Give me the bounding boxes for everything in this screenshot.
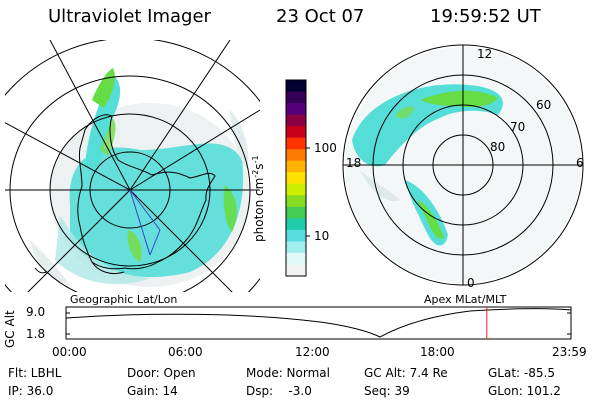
colorbar-tick-10: 10: [314, 229, 330, 243]
status-dsp: Dsp: -3.0: [246, 384, 312, 398]
xtick-0600: 06:00: [168, 345, 203, 359]
status-glat: GLat: -85.5: [488, 366, 555, 380]
mlt-label-0: 0: [467, 276, 475, 290]
observation-date: 23 Oct 07: [276, 6, 365, 27]
colorbar-segment: [286, 80, 306, 93]
status-gain: Gain: 14: [127, 384, 178, 398]
xtick-0000: 00:00: [52, 345, 87, 359]
mlt-label-6: 6: [576, 156, 584, 170]
colorbar-segment: [286, 137, 306, 150]
colorbar-segment: [286, 229, 306, 242]
instrument-title: Ultraviolet Imager: [48, 6, 211, 27]
polar-caption: Apex MLat/MLT: [424, 293, 507, 306]
xtick-2359: 23:59: [552, 345, 587, 359]
status-door: Door: Open: [127, 366, 196, 380]
colorbar-tick-100: 100: [314, 141, 337, 155]
colorbar-segment: [286, 103, 306, 116]
mlt-label-12: 12: [477, 47, 493, 61]
xtick-1200: 12:00: [295, 345, 330, 359]
colorbar-segment: [286, 241, 306, 254]
colorbar-segment: [286, 126, 306, 139]
geographic-image: [5, 40, 260, 292]
colorbar-segment: [286, 172, 306, 185]
mlat-label-60: 60: [536, 98, 552, 112]
status-ip: IP: 36.0: [8, 384, 54, 398]
altitude-ytick-low: 1.8: [26, 327, 46, 341]
colorbar-segment: [286, 160, 306, 173]
xtick-1800: 18:00: [420, 345, 455, 359]
mlat-label-70: 70: [510, 120, 526, 134]
altitude-ylabel: GC Alt: [3, 310, 17, 348]
altitude-ytick-high: 9.0: [26, 305, 46, 319]
altitude-plot: [65, 306, 572, 340]
status-glon: GLon: 101.2: [488, 384, 561, 398]
status-filter: Flt: LBHL: [8, 366, 62, 380]
status-mode: Mode: Normal: [246, 366, 330, 380]
status-seq: Seq: 39: [364, 384, 410, 398]
colorbar-segment: [286, 91, 306, 104]
status-gc-alt: GC Alt: 7.4 Re: [364, 366, 448, 380]
colorbar-segment: [286, 195, 306, 208]
colorbar-segment: [286, 264, 306, 277]
colorbar-segment: [286, 114, 306, 127]
geographic-caption: Geographic Lat/Lon: [70, 293, 178, 306]
colorbar-segment: [286, 149, 306, 162]
colorbar-segment: [286, 206, 306, 219]
colorbar-unit-label: photon cm-2s-1: [251, 155, 266, 242]
mlat-label-80: 80: [490, 140, 506, 154]
observation-time: 19:59:52 UT: [430, 6, 541, 27]
colorbar: [285, 79, 310, 277]
mlt-label-18: 18: [346, 156, 362, 170]
polar-image: [342, 44, 584, 286]
colorbar-frame: [285, 79, 307, 277]
colorbar-segment: [286, 183, 306, 196]
colorbar-segment: [286, 218, 306, 231]
colorbar-segment: [286, 252, 306, 265]
